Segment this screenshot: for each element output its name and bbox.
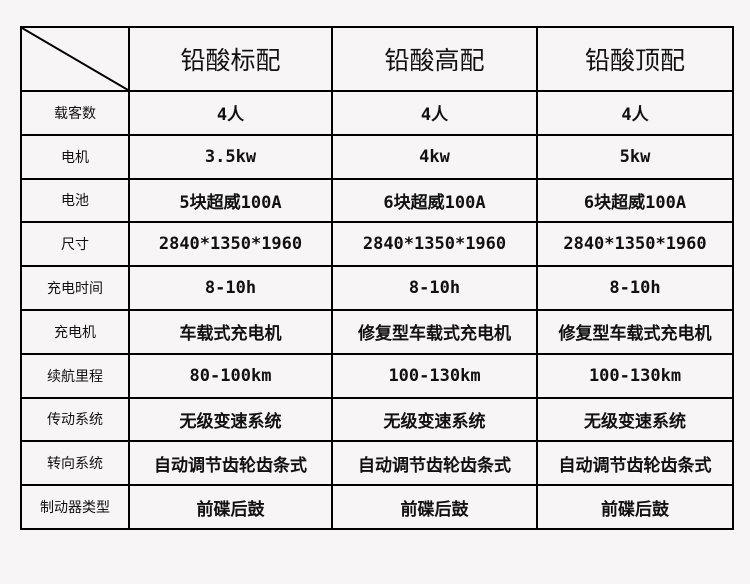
spec-value: 修复型车载式充电机	[536, 308, 734, 355]
spec-value: 修复型车载式充电机	[331, 308, 538, 355]
diagonal-divider	[23, 29, 127, 89]
spec-value: 8-10h	[128, 265, 333, 311]
row-label: 载客数	[20, 90, 130, 136]
row-label: 传动系统	[20, 396, 130, 443]
spec-value: 4人	[331, 90, 538, 136]
spec-value: 自动调节齿轮齿条式	[331, 440, 538, 487]
spec-value: 100-130km	[331, 352, 538, 399]
header-row: 铅酸标配 铅酸高配 铅酸顶配	[20, 26, 734, 92]
spec-value: 无级变速系统	[128, 396, 333, 443]
spec-value: 2840*1350*1960	[331, 221, 538, 268]
table-row: 充电时间 8-10h 8-10h 8-10h	[20, 265, 734, 311]
row-label: 充电时间	[20, 265, 130, 311]
spec-value: 80-100km	[128, 352, 333, 399]
spec-value: 8-10h	[536, 265, 734, 311]
table-row: 续航里程 80-100km 100-130km 100-130km	[20, 352, 734, 399]
spec-value: 4kw	[331, 133, 538, 180]
row-label: 尺寸	[20, 221, 130, 268]
spec-table: 铅酸标配 铅酸高配 铅酸顶配 载客数 4人 4人 4人 电机 3.5kw 4kw 5kw 电池 5…	[20, 26, 734, 530]
spec-value: 5kw	[536, 133, 734, 180]
table-row: 载客数 4人 4人 4人	[20, 90, 734, 136]
row-label: 制动器类型	[20, 484, 130, 530]
spec-value: 自动调节齿轮齿条式	[536, 440, 734, 487]
header-top: 铅酸顶配	[536, 26, 734, 92]
spec-value: 无级变速系统	[331, 396, 538, 443]
spec-value: 车载式充电机	[128, 308, 333, 355]
table-row: 制动器类型 前碟后鼓 前碟后鼓 前碟后鼓	[20, 484, 734, 530]
row-label: 续航里程	[20, 352, 130, 399]
spec-value: 8-10h	[331, 265, 538, 311]
header-high: 铅酸高配	[331, 26, 538, 92]
row-label: 电机	[20, 133, 130, 180]
table-row: 转向系统 自动调节齿轮齿条式 自动调节齿轮齿条式 自动调节齿轮齿条式	[20, 440, 734, 487]
spec-value: 3.5kw	[128, 133, 333, 180]
spec-value: 2840*1350*1960	[536, 221, 734, 268]
row-label: 充电机	[20, 308, 130, 355]
row-label: 转向系统	[20, 440, 130, 487]
header-standard: 铅酸标配	[128, 26, 333, 92]
spec-value: 前碟后鼓	[536, 484, 734, 530]
spec-value: 6块超威100A	[536, 177, 734, 224]
spec-value: 自动调节齿轮齿条式	[128, 440, 333, 487]
table-row: 传动系统 无级变速系统 无级变速系统 无级变速系统	[20, 396, 734, 443]
corner-cell	[20, 26, 130, 92]
table-row: 充电机 车载式充电机 修复型车载式充电机 修复型车载式充电机	[20, 308, 734, 355]
spec-value: 4人	[128, 90, 333, 136]
row-label: 电池	[20, 177, 130, 224]
spec-value: 5块超威100A	[128, 177, 333, 224]
spec-value: 前碟后鼓	[331, 484, 538, 530]
table-row: 尺寸 2840*1350*1960 2840*1350*1960 2840*1350*…	[20, 221, 734, 268]
spec-value: 前碟后鼓	[128, 484, 333, 530]
spec-value: 无级变速系统	[536, 396, 734, 443]
table-row: 电机 3.5kw 4kw 5kw	[20, 133, 734, 180]
table-row: 电池 5块超威100A 6块超威100A 6块超威100A	[20, 177, 734, 224]
spec-value: 2840*1350*1960	[128, 221, 333, 268]
spec-value: 4人	[536, 90, 734, 136]
spec-value: 100-130km	[536, 352, 734, 399]
spec-value: 6块超威100A	[331, 177, 538, 224]
